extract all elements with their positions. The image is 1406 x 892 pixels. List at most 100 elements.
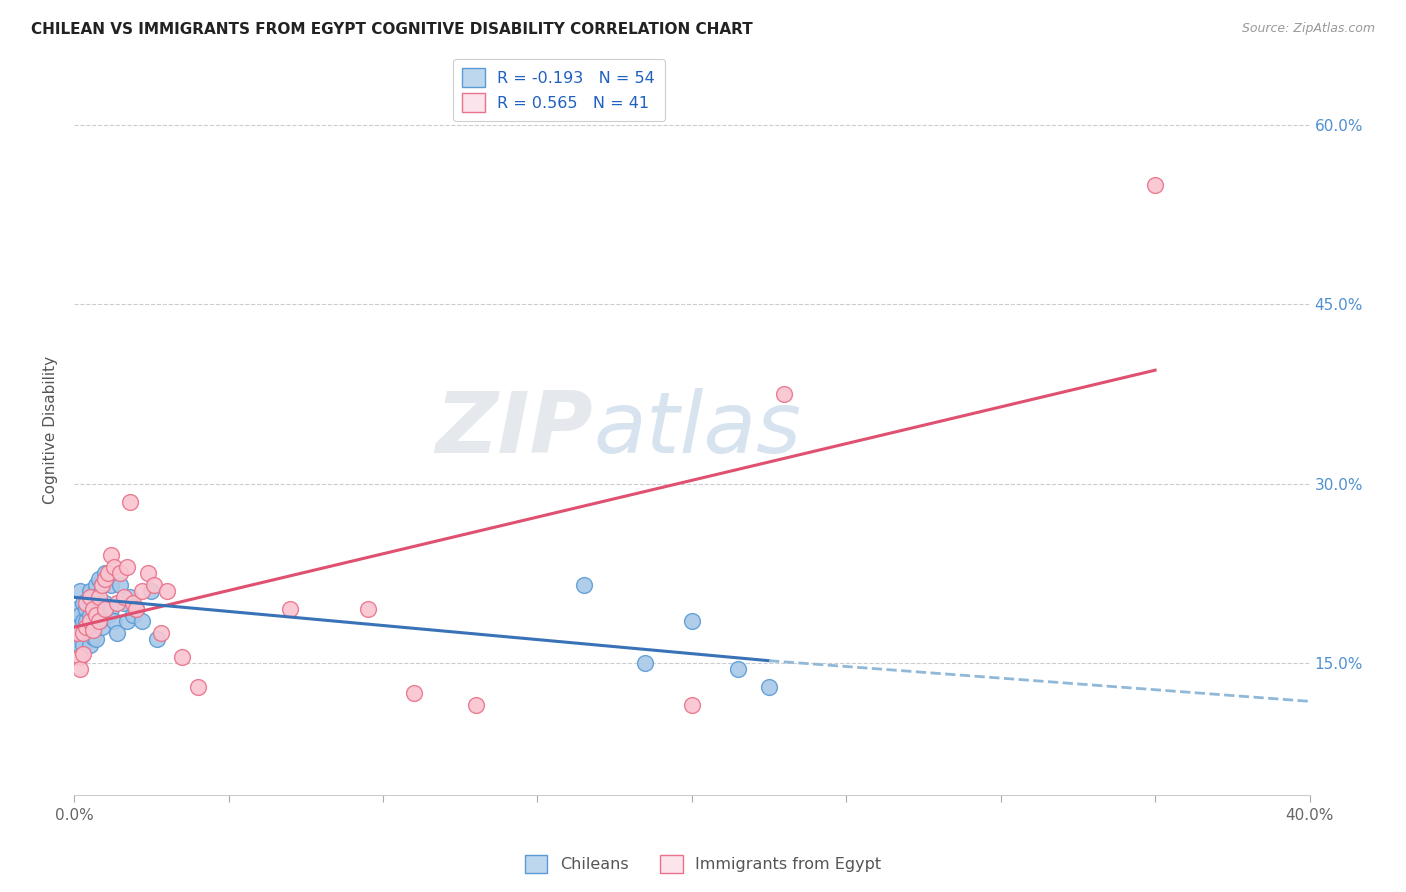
Point [94,566,117,581]
Text: CHILEAN VS IMMIGRANTS FROM EGYPT COGNITIVE DISABILITY CORRELATION CHART: CHILEAN VS IMMIGRANTS FROM EGYPT COGNITI… [31,22,752,37]
Point [87,573,110,587]
Point [79,591,101,605]
Point [84,591,107,605]
Point [131,584,153,599]
Point [118,494,141,508]
Point [112,596,135,610]
Point [87,614,110,628]
Point [66,626,89,640]
Text: ZIP: ZIP [436,389,593,472]
Point [121,596,143,610]
Point [149,626,172,640]
Point [84,614,107,628]
Point [82,602,104,616]
Point [758,680,780,694]
Point [69,638,91,652]
Point [90,620,112,634]
Point [97,566,120,581]
Point [90,578,112,592]
Text: Source: ZipAtlas.com: Source: ZipAtlas.com [1241,22,1375,36]
Point [84,608,107,623]
Point [105,626,128,640]
Point [402,686,425,700]
Point [72,647,94,661]
Point [156,584,179,599]
Point [75,602,97,616]
Point [172,650,194,665]
Point [115,614,138,628]
Point [100,549,122,563]
Point [634,656,657,670]
Point [143,578,166,592]
Point [69,662,91,676]
Point [72,626,94,640]
Point [72,638,94,652]
Point [69,626,91,640]
Point [187,680,209,694]
Point [75,596,97,610]
Legend: Chileans, Immigrants from Egypt: Chileans, Immigrants from Egypt [519,848,887,880]
Point [66,620,89,634]
Point [141,584,163,599]
Point [110,566,132,581]
Point [356,602,378,616]
Point [79,608,101,623]
Point [82,623,104,637]
Point [100,602,122,616]
Point [681,614,703,628]
Point [94,596,117,610]
Point [464,698,486,712]
Point [79,638,101,652]
Point [90,578,112,592]
Point [75,626,97,640]
Point [79,596,101,610]
Text: atlas: atlas [593,389,801,472]
Point [69,650,91,665]
Legend: R = -0.193   N = 54, R = 0.565   N = 41: R = -0.193 N = 54, R = 0.565 N = 41 [453,59,665,121]
Point [105,596,128,610]
Point [84,578,107,592]
Point [97,608,120,623]
Point [727,662,749,676]
Point [681,698,703,712]
Point [94,573,117,587]
Point [66,602,89,616]
Point [90,599,112,613]
Point [69,584,91,599]
Point [131,614,153,628]
Point [72,626,94,640]
Point [72,596,94,610]
Point [115,560,138,574]
Point [87,591,110,605]
Point [773,387,796,401]
Point [1144,178,1167,192]
Point [69,608,91,623]
Point [79,614,101,628]
Point [82,602,104,616]
Point [79,623,101,637]
Point [94,602,117,616]
Point [125,602,148,616]
Point [112,591,135,605]
Point [110,578,132,592]
Point [75,614,97,628]
Point [87,596,110,610]
Point [82,630,104,644]
Point [82,591,104,605]
Point [72,614,94,628]
Y-axis label: Cognitive Disability: Cognitive Disability [44,356,58,504]
Point [118,591,141,605]
Point [84,632,107,647]
Point [125,602,148,616]
Point [82,614,104,628]
Point [100,578,122,592]
Point [136,566,159,581]
Point [87,614,110,628]
Point [121,608,143,623]
Point [572,578,595,592]
Point [79,584,101,599]
Point [278,602,301,616]
Point [103,614,125,628]
Point [66,632,89,647]
Point [103,560,125,574]
